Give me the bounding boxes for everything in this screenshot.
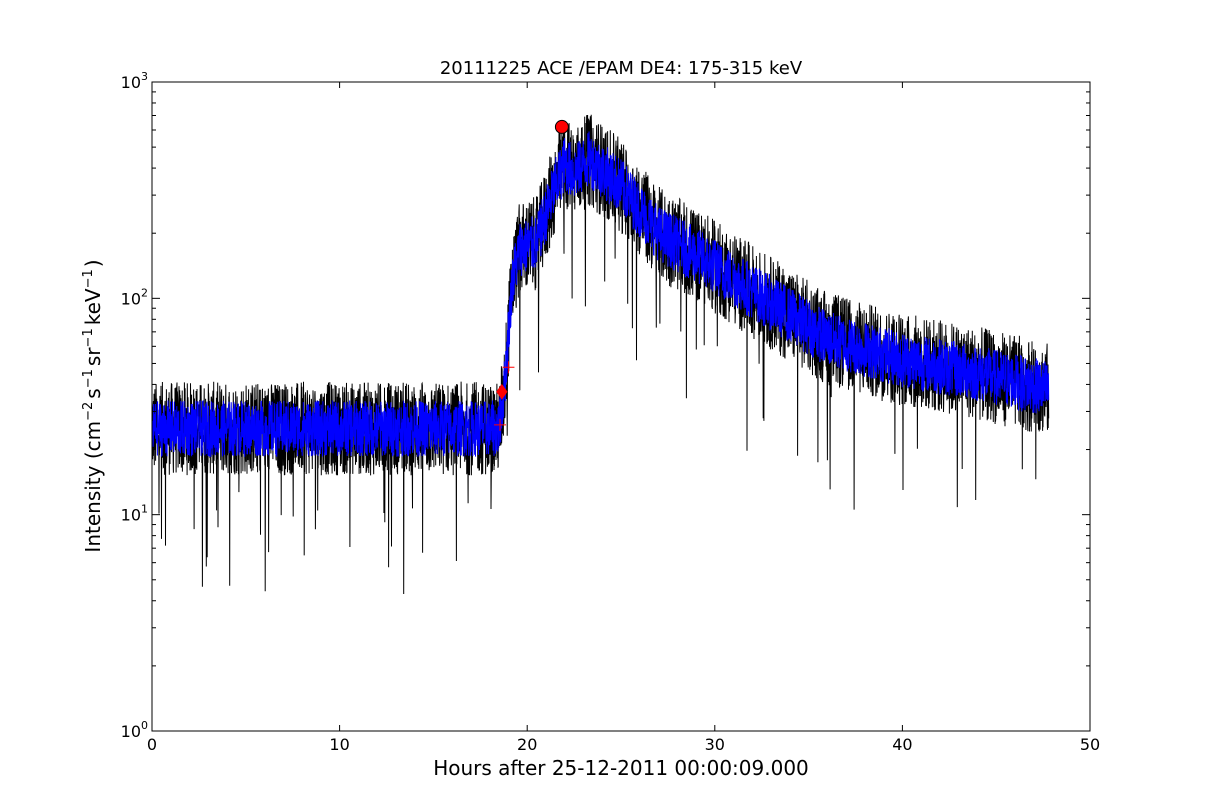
threshold-marker (493, 418, 506, 431)
y-axis-label: Intensity (cm−2s−1sr−1keV−1) (81, 259, 105, 552)
y-tick-label: 100 (121, 719, 148, 741)
y-tick-label: 103 (121, 70, 148, 92)
x-tick-label: 10 (329, 735, 349, 754)
y-tick-label: 101 (121, 503, 148, 525)
threshold-marker (502, 361, 515, 374)
y-axis: 100 101 102 103 (121, 70, 1090, 741)
x-tick-label: 30 (705, 735, 725, 754)
y-tick-label: 102 (121, 286, 148, 308)
x-tick-label: 50 (1080, 735, 1100, 754)
peak-marker (554, 119, 569, 134)
chart-title: 20111225 ACE /EPAM DE4: 175-315 keV (440, 58, 803, 79)
x-tick-label: 40 (892, 735, 912, 754)
x-axis-label: Hours after 25-12-2011 00:00:09.000 (433, 756, 809, 780)
event-markers (493, 119, 569, 431)
plot-area (151, 114, 1050, 595)
onset-marker (496, 383, 508, 400)
plot-frame (151, 81, 1091, 732)
x-tick-label: 20 (517, 735, 537, 754)
smoothed-intensity-series (151, 131, 1050, 458)
x-tick-label: 0 (147, 735, 157, 754)
x-axis: 0 10 20 30 40 50 (147, 82, 1100, 754)
